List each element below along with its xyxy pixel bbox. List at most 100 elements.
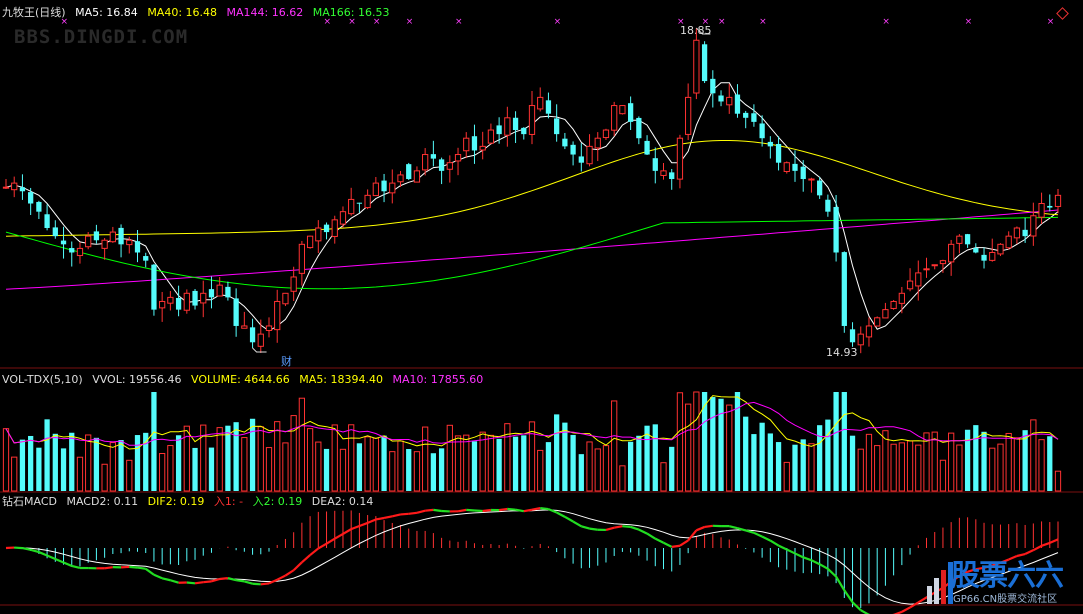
candle-body: [1022, 229, 1028, 237]
candle-body: [710, 78, 716, 94]
dif-line-segment: [219, 577, 229, 581]
candle-body: [381, 180, 387, 192]
candle: [126, 236, 133, 254]
candle-body: [792, 163, 798, 171]
candle-body: [290, 276, 297, 292]
volume-bar: [825, 419, 831, 491]
candle: [685, 83, 692, 141]
dif-line-segment: [22, 547, 31, 551]
volume-bar: [167, 445, 174, 492]
volume-bar: [602, 445, 610, 492]
candle-body: [931, 264, 938, 267]
candle: [545, 92, 552, 119]
volume-bar: [1013, 437, 1021, 492]
candle-body: [833, 206, 839, 253]
candle-body: [734, 94, 741, 114]
candle-body: [676, 137, 684, 180]
dif-line-segment: [1016, 552, 1026, 558]
candle-body: [669, 172, 675, 180]
candle-body: [208, 289, 215, 298]
candle-body: [948, 243, 955, 263]
candle: [619, 105, 626, 115]
candle-body: [487, 129, 495, 144]
candle: [528, 90, 536, 145]
candle-body: [817, 180, 823, 196]
volume-bar: [69, 432, 75, 491]
volume-bar: [282, 442, 289, 492]
candle-body: [1047, 205, 1053, 208]
candle: [792, 150, 798, 182]
volume-bar: [454, 435, 462, 492]
candle: [611, 101, 618, 137]
volume-bar: [356, 443, 363, 491]
candle-body: [159, 300, 166, 309]
candle-body: [627, 103, 634, 122]
candle-body: [323, 224, 330, 233]
finance-report-mark[interactable]: 财: [281, 355, 292, 368]
dif-line-segment: [728, 525, 738, 530]
candle: [923, 257, 930, 278]
volume-ma-lines: [5, 395, 1059, 450]
candle: [808, 177, 815, 193]
candle: [93, 224, 100, 244]
low-callout-line: [252, 347, 267, 353]
volume-bar: [734, 392, 741, 491]
candle: [323, 222, 330, 240]
volume-bar: [956, 444, 963, 492]
candle-body: [718, 95, 724, 102]
candle-body: [216, 284, 223, 297]
volume-bar: [792, 444, 798, 491]
candle: [339, 206, 347, 228]
dif-line-segment: [1008, 554, 1018, 561]
candle: [331, 215, 338, 244]
dif-line-segment: [482, 508, 492, 513]
dif-line-segment: [30, 548, 40, 554]
volume-bar: [1030, 419, 1037, 492]
candle-body: [743, 112, 749, 118]
candle-body: [389, 182, 396, 194]
candle: [381, 173, 387, 203]
dif-line-segment: [638, 528, 648, 535]
volume-bar: [438, 448, 445, 491]
candle: [743, 110, 749, 129]
dif-line-segment: [687, 529, 698, 542]
candle: [134, 230, 141, 263]
candle-body: [849, 329, 856, 343]
volume-bar: [471, 441, 478, 491]
dif-line-segment: [317, 542, 328, 550]
dif-line-segment: [375, 516, 385, 521]
candle-body: [183, 292, 190, 311]
dif-line-segment: [14, 546, 23, 550]
volume-bar: [718, 398, 724, 491]
volume-bar: [200, 424, 207, 492]
dif-line-segment: [835, 576, 846, 591]
volume-bar: [28, 435, 34, 491]
candle-body: [578, 156, 584, 163]
dif-line-segment: [194, 581, 204, 585]
candle-body: [44, 214, 50, 228]
volume-bar: [364, 436, 371, 492]
dif-line-segment: [292, 561, 303, 572]
candle: [833, 195, 839, 262]
candle-body: [496, 125, 502, 135]
dif-line-segment: [359, 521, 369, 528]
volume-bar: [60, 448, 67, 491]
candle-body: [890, 300, 897, 309]
vvol-value: VVOL: 19556.46: [92, 373, 182, 386]
candle-body: [685, 96, 692, 135]
volume-bar: [36, 447, 42, 491]
candle-body: [93, 231, 100, 241]
dif-line-segment: [605, 526, 615, 532]
event-marker: ×: [882, 17, 890, 27]
volume-bar: [693, 391, 700, 492]
candle-body: [265, 325, 273, 331]
candle-body: [562, 138, 568, 147]
volume-value: VOLUME: 4644.66: [191, 373, 290, 386]
candle-body: [298, 243, 306, 274]
candle: [898, 286, 905, 314]
in1-value: 入1: -: [213, 495, 244, 508]
dif-line-segment: [433, 508, 442, 513]
dif-line-segment: [654, 537, 664, 544]
dif-line-segment: [350, 524, 360, 531]
